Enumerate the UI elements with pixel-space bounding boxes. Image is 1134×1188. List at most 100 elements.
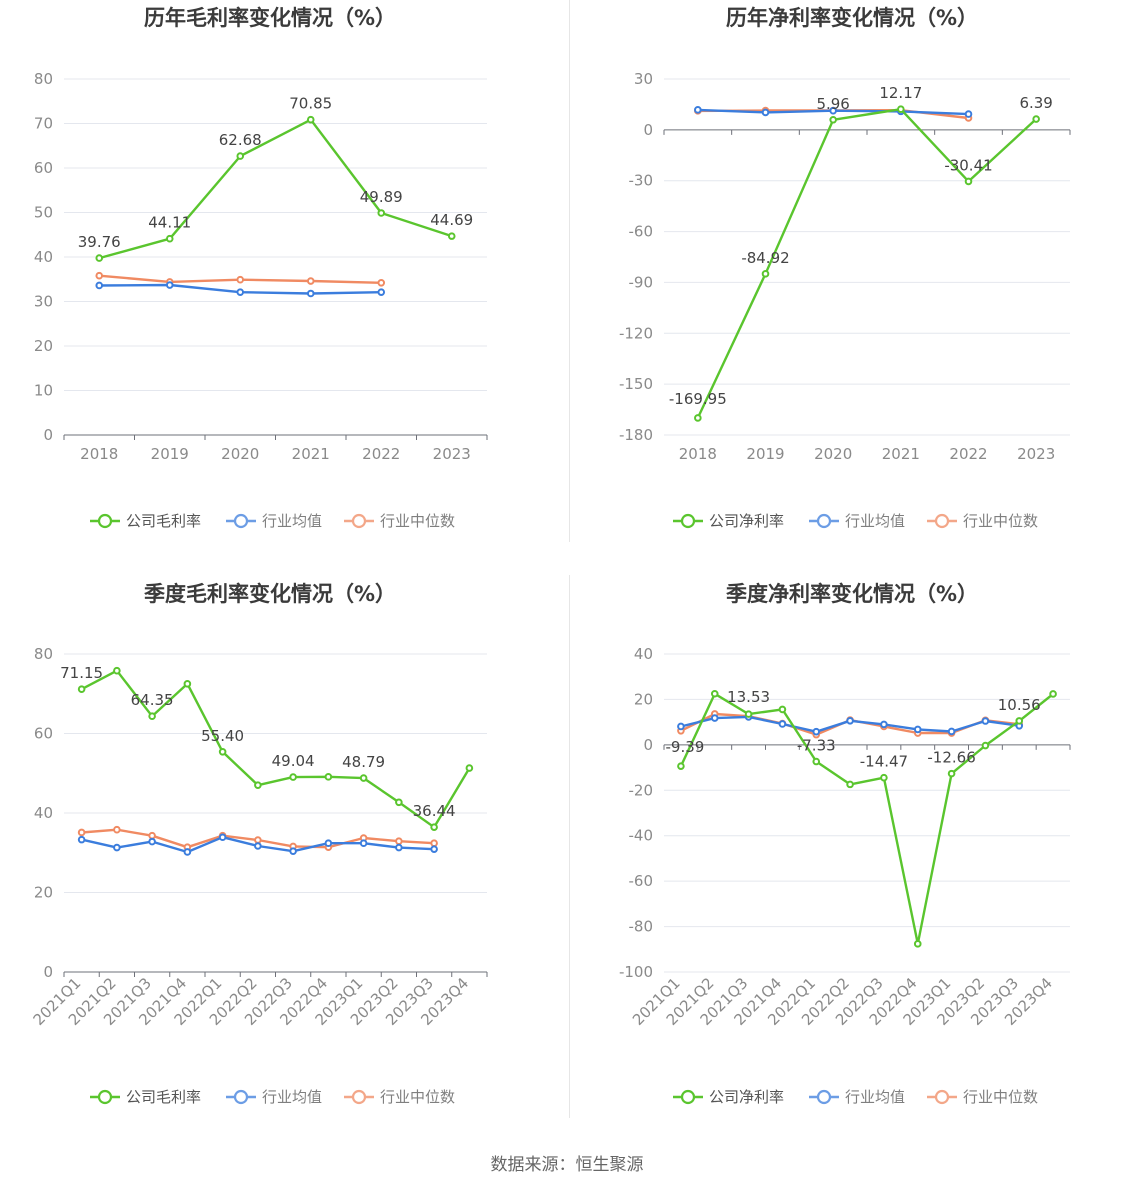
data-label: 36.44 bbox=[413, 802, 456, 820]
data-point-industry_median[interactable] bbox=[113, 825, 121, 834]
data-point-industry_avg[interactable] bbox=[254, 842, 262, 850]
data-point-company[interactable] bbox=[113, 666, 121, 675]
data-point-industry_avg[interactable] bbox=[430, 845, 438, 853]
data-point-industry_avg[interactable] bbox=[913, 725, 922, 734]
data-point-company[interactable] bbox=[359, 774, 368, 782]
data-point-company[interactable] bbox=[947, 769, 956, 778]
data-point-company[interactable] bbox=[148, 712, 156, 721]
legend-marker bbox=[97, 513, 113, 529]
data-point-company[interactable] bbox=[289, 773, 297, 781]
data-point-company[interactable] bbox=[1049, 690, 1057, 698]
data-point-industry_avg[interactable] bbox=[829, 106, 837, 115]
data-point-company[interactable] bbox=[913, 940, 922, 948]
data-point-company[interactable] bbox=[897, 105, 905, 114]
data-point-company[interactable] bbox=[710, 689, 719, 698]
x-tick-label: 2019 bbox=[151, 445, 189, 463]
data-point-industry_median[interactable] bbox=[236, 275, 245, 284]
data-point-industry_avg[interactable] bbox=[289, 847, 297, 855]
data-point-industry_avg[interactable] bbox=[981, 717, 990, 725]
chart-quarterly-gross-margin: 季度毛利率变化情况（%） 0 20 40 60 80 2021Q1 2021Q2 2021Q3 2… bbox=[0, 575, 567, 1135]
data-point-company[interactable] bbox=[981, 741, 990, 750]
data-point-industry_median[interactable] bbox=[395, 837, 403, 846]
data-point-industry_avg[interactable] bbox=[95, 281, 104, 290]
data-point-company[interactable] bbox=[744, 710, 753, 718]
legend-item-industry_median[interactable]: 行业中位数 bbox=[344, 512, 455, 530]
data-point-company[interactable] bbox=[846, 780, 854, 789]
legend-item-industry_avg[interactable]: 行业均值 bbox=[226, 1088, 322, 1106]
legend-item-company[interactable]: 公司净利率 bbox=[673, 512, 784, 530]
data-source-name: 恒生聚源 bbox=[575, 1155, 644, 1175]
data-point-company[interactable] bbox=[218, 747, 227, 756]
data-point-industry_median[interactable] bbox=[77, 828, 86, 837]
x-tick-label: 2022 bbox=[362, 445, 400, 463]
data-point-industry_avg[interactable] bbox=[165, 281, 174, 289]
data-point-industry_avg[interactable] bbox=[77, 835, 86, 844]
data-point-company[interactable] bbox=[95, 254, 104, 262]
data-point-company[interactable] bbox=[880, 773, 888, 782]
data-point-industry_avg[interactable] bbox=[964, 110, 973, 118]
legend-item-company[interactable]: 公司毛利率 bbox=[90, 512, 201, 530]
data-point-company[interactable] bbox=[694, 414, 702, 422]
data-point-industry_median[interactable] bbox=[430, 839, 438, 848]
data-point-company[interactable] bbox=[447, 232, 456, 240]
data-point-industry_avg[interactable] bbox=[812, 727, 821, 736]
data-point-company[interactable] bbox=[778, 705, 787, 714]
y-tick-label: 0 bbox=[643, 121, 653, 139]
data-point-industry_median[interactable] bbox=[377, 279, 386, 287]
data-point-company[interactable] bbox=[761, 270, 770, 278]
legend-item-company[interactable]: 公司净利率 bbox=[673, 1088, 784, 1106]
data-point-company[interactable] bbox=[465, 764, 474, 772]
data-point-industry_avg[interactable] bbox=[778, 720, 787, 728]
data-point-company[interactable] bbox=[377, 209, 386, 217]
data-point-industry_avg[interactable] bbox=[306, 289, 315, 298]
legend-item-industry_median[interactable]: 行业中位数 bbox=[344, 1088, 455, 1106]
legend-label: 公司净利率 bbox=[709, 1088, 784, 1106]
legend-item-industry_median[interactable]: 行业中位数 bbox=[927, 512, 1038, 530]
data-point-industry_median[interactable] bbox=[95, 271, 104, 280]
data-point-industry_avg[interactable] bbox=[183, 848, 192, 856]
data-point-industry_avg[interactable] bbox=[148, 837, 156, 846]
data-point-industry_avg[interactable] bbox=[694, 106, 702, 114]
data-point-industry_avg[interactable] bbox=[324, 839, 333, 848]
data-point-industry_avg[interactable] bbox=[218, 833, 227, 842]
data-point-company[interactable] bbox=[677, 762, 685, 770]
data-point-company[interactable] bbox=[306, 115, 315, 124]
data-point-industry_median[interactable] bbox=[148, 831, 156, 840]
data-point-industry_avg[interactable] bbox=[677, 722, 685, 731]
data-point-company[interactable] bbox=[183, 680, 192, 688]
series-line-company bbox=[679, 692, 1054, 945]
data-label: 62.68 bbox=[219, 131, 262, 149]
data-point-company[interactable] bbox=[395, 798, 403, 807]
data-point-company[interactable] bbox=[1032, 115, 1040, 123]
legend-item-industry_avg[interactable]: 行业均值 bbox=[809, 512, 905, 530]
data-point-industry_median[interactable] bbox=[306, 277, 315, 285]
data-point-industry_avg[interactable] bbox=[761, 108, 770, 117]
data-point-company[interactable] bbox=[77, 685, 86, 693]
data-point-industry_avg[interactable] bbox=[377, 288, 386, 296]
data-point-industry_avg[interactable] bbox=[395, 843, 403, 852]
data-point-company[interactable] bbox=[236, 152, 245, 160]
legend-item-company[interactable]: 公司毛利率 bbox=[90, 1088, 201, 1106]
data-point-industry_median[interactable] bbox=[254, 836, 262, 844]
series-line-company bbox=[696, 108, 1038, 419]
data-point-company[interactable] bbox=[324, 773, 333, 781]
data-label: 49.04 bbox=[272, 752, 315, 770]
data-point-industry_avg[interactable] bbox=[359, 839, 368, 848]
data-point-company[interactable] bbox=[430, 823, 438, 831]
data-point-industry_avg[interactable] bbox=[880, 720, 888, 729]
legend-item-industry_avg[interactable]: 行业均值 bbox=[226, 512, 322, 530]
data-point-industry_avg[interactable] bbox=[236, 288, 245, 296]
data-point-industry_avg[interactable] bbox=[113, 843, 121, 852]
data-point-company[interactable] bbox=[812, 757, 821, 766]
data-point-industry_avg[interactable] bbox=[947, 727, 956, 736]
data-point-company[interactable] bbox=[1015, 717, 1024, 725]
legend-item-industry_avg[interactable]: 行业均值 bbox=[809, 1088, 905, 1106]
data-point-company[interactable] bbox=[964, 177, 973, 186]
legend-item-industry_median[interactable]: 行业中位数 bbox=[927, 1088, 1038, 1106]
y-tick-label: 20 bbox=[34, 337, 53, 355]
data-point-industry_avg[interactable] bbox=[846, 716, 854, 725]
data-point-company[interactable] bbox=[254, 781, 262, 789]
data-point-company[interactable] bbox=[829, 115, 837, 124]
data-point-company[interactable] bbox=[165, 234, 174, 243]
data-point-industry_avg[interactable] bbox=[710, 714, 719, 722]
